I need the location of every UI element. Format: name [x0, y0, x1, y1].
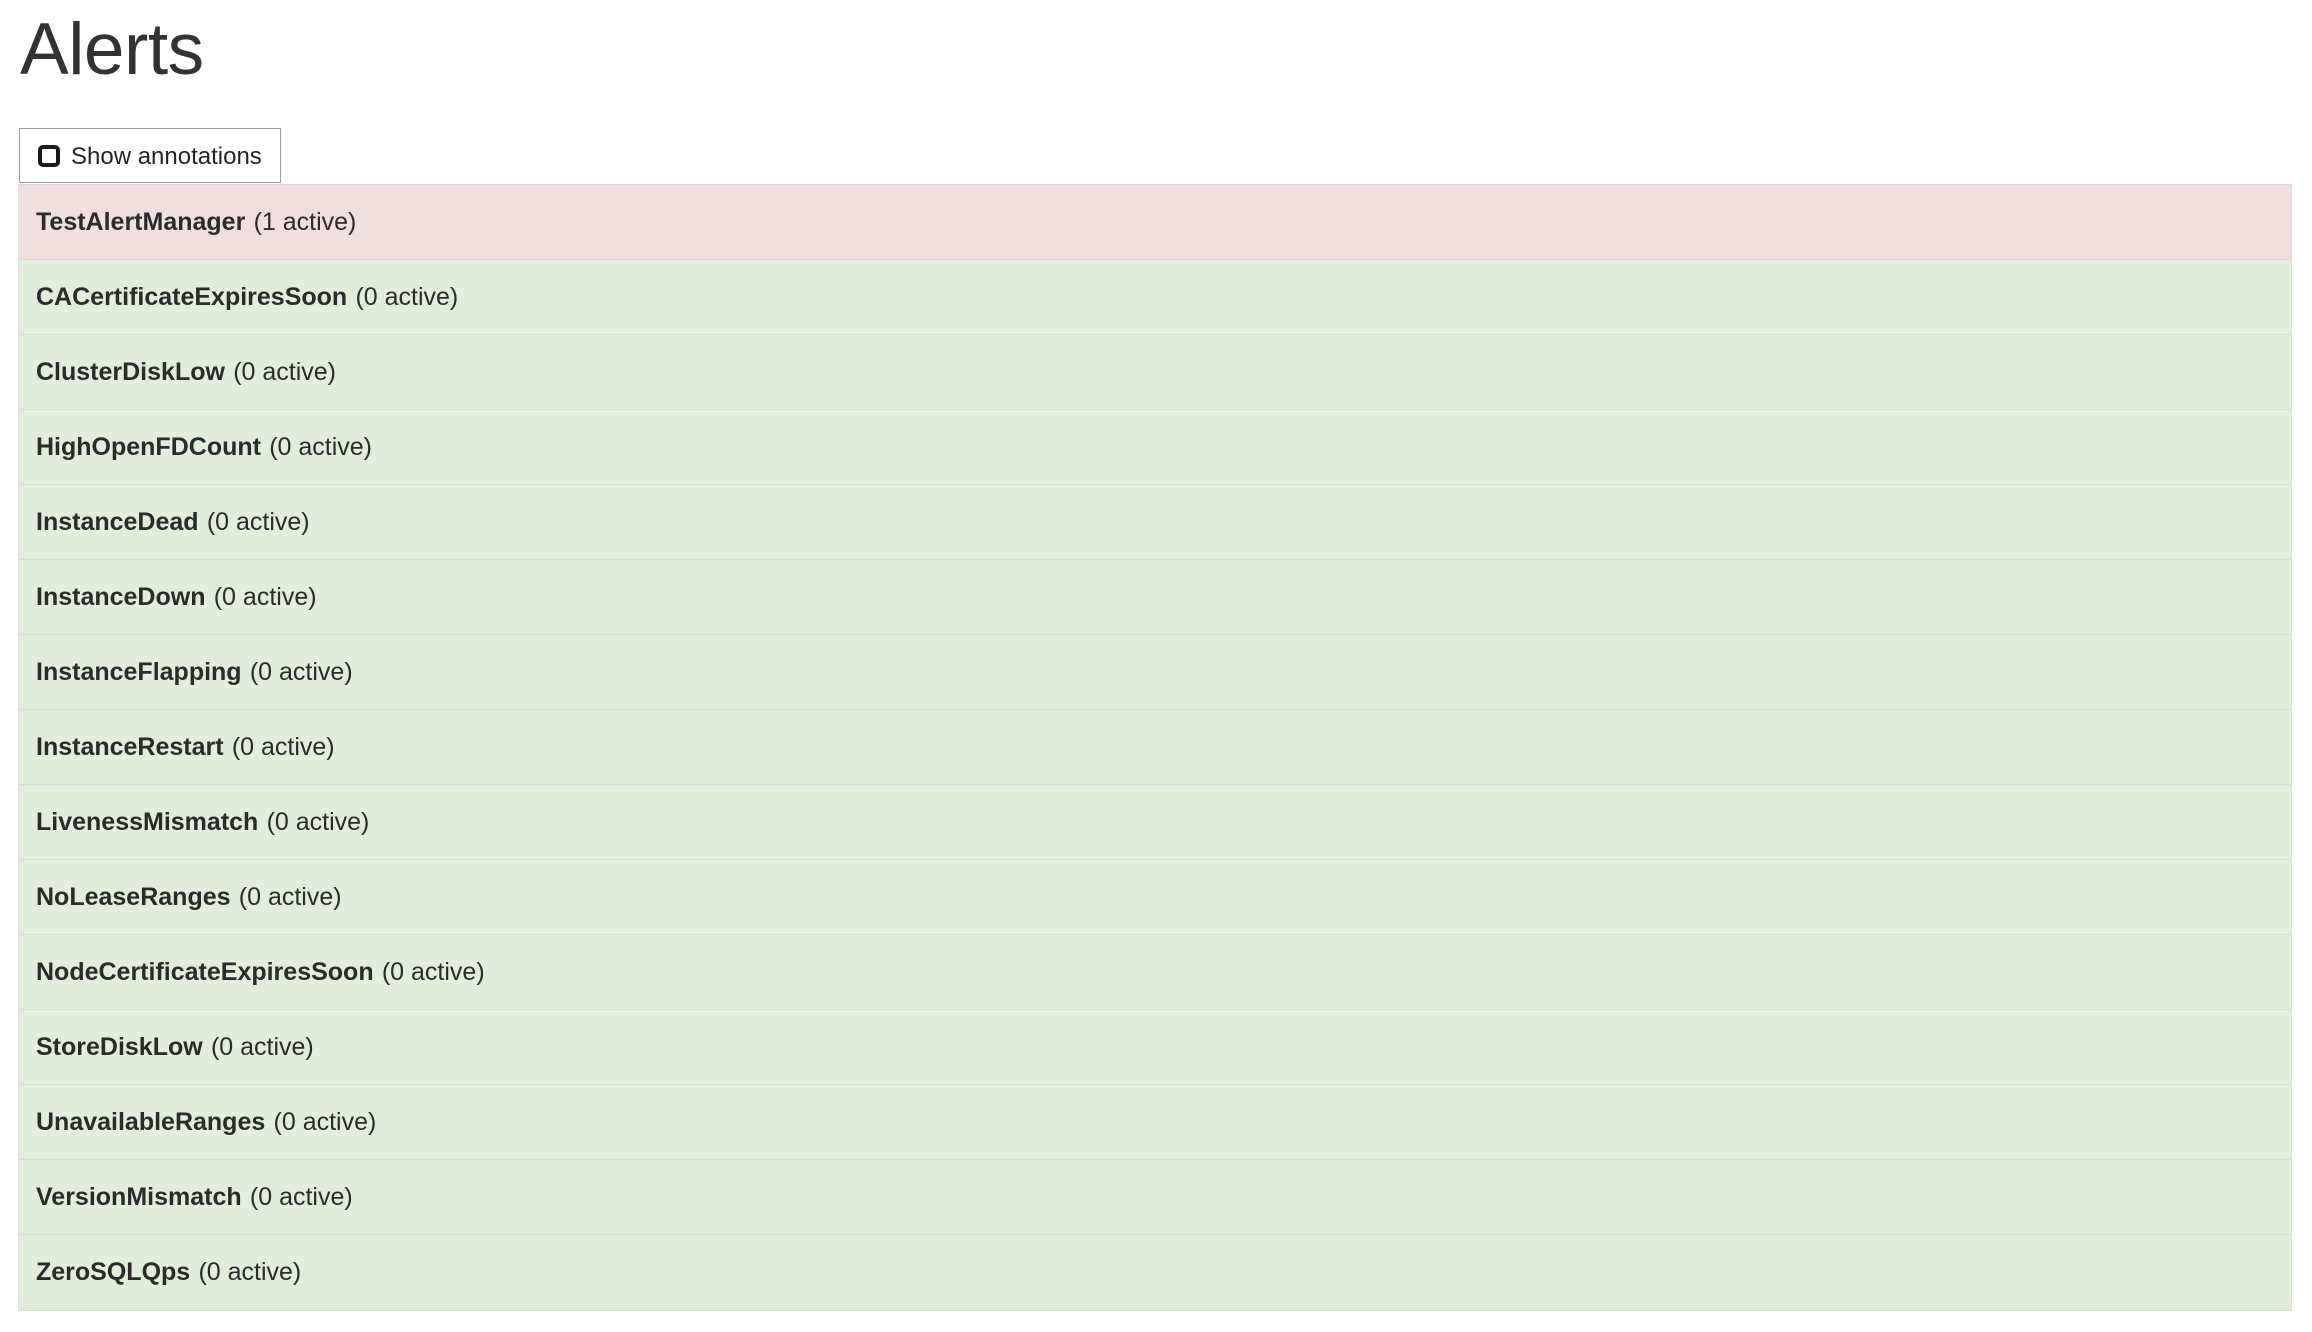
alert-active-count: (0 active): [249, 1182, 353, 1211]
alert-name: HighOpenFDCount: [36, 432, 261, 461]
alert-name: LivenessMismatch: [36, 807, 259, 836]
alert-row[interactable]: InstanceRestart (0 active): [19, 710, 2291, 785]
alert-list: TestAlertManager (1 active) CACertificateE…: [18, 184, 2292, 1311]
alert-row[interactable]: NodeCertificateExpiresSoon (0 active): [19, 935, 2291, 1010]
alert-name: TestAlertManager: [36, 207, 246, 236]
alert-name: InstanceFlapping: [36, 657, 242, 686]
alert-active-count: (0 active): [231, 732, 335, 761]
alert-row[interactable]: UnavailableRanges (0 active): [19, 1085, 2291, 1160]
alert-name: StoreDiskLow: [36, 1032, 203, 1061]
alert-name: ClusterDiskLow: [36, 357, 225, 386]
alert-active-count: (0 active): [233, 357, 336, 386]
alert-row[interactable]: TestAlertManager (1 active): [19, 185, 2291, 260]
alert-name: ZeroSQLQps: [36, 1258, 191, 1286]
alert-active-count: (0 active): [381, 957, 485, 986]
alert-row[interactable]: HighOpenFDCount (0 active): [19, 410, 2291, 485]
alert-row[interactable]: CACertificateExpiresSoon (0 active): [19, 260, 2291, 335]
alert-name: VersionMismatch: [36, 1182, 242, 1211]
toolbar: Show annotations: [19, 128, 281, 183]
alert-active-count: (0 active): [198, 1258, 302, 1286]
alert-row[interactable]: ZeroSQLQps (0 active): [19, 1235, 2291, 1310]
alert-name: InstanceDead: [36, 507, 199, 536]
alert-active-count: (0 active): [238, 882, 342, 911]
alert-active-count: (1 active): [253, 207, 357, 236]
alert-name: UnavailableRanges: [36, 1107, 266, 1136]
page-title: Alerts: [20, 9, 204, 90]
show-annotations-label: Show annotations: [71, 142, 262, 170]
alert-name: NodeCertificateExpiresSoon: [36, 957, 374, 986]
alert-active-count: (0 active): [266, 807, 370, 836]
show-annotations-button[interactable]: Show annotations: [19, 128, 281, 183]
alert-row[interactable]: StoreDiskLow (0 active): [19, 1010, 2291, 1085]
alert-active-count: (0 active): [355, 282, 459, 311]
alert-name: CACertificateExpiresSoon: [36, 282, 348, 311]
alert-active-count: (0 active): [206, 507, 310, 536]
checkbox-unchecked-icon: [38, 144, 60, 167]
alert-row[interactable]: VersionMismatch (0 active): [19, 1160, 2291, 1235]
alert-row[interactable]: InstanceDead (0 active): [19, 485, 2291, 560]
alert-active-count: (0 active): [249, 657, 353, 686]
alert-row[interactable]: NoLeaseRanges (0 active): [19, 860, 2291, 935]
alert-active-count: (0 active): [273, 1107, 377, 1136]
alert-active-count: (0 active): [210, 1032, 314, 1061]
alert-row[interactable]: LivenessMismatch (0 active): [19, 785, 2291, 860]
alert-row[interactable]: ClusterDiskLow (0 active): [19, 335, 2291, 410]
alert-active-count: (0 active): [269, 432, 373, 461]
alert-row[interactable]: InstanceFlapping (0 active): [19, 635, 2291, 710]
alert-active-count: (0 active): [213, 582, 317, 611]
alert-name: InstanceRestart: [36, 732, 224, 761]
alert-row[interactable]: InstanceDown (0 active): [19, 560, 2291, 635]
alert-name: NoLeaseRanges: [36, 882, 231, 911]
alert-name: InstanceDown: [36, 582, 206, 611]
